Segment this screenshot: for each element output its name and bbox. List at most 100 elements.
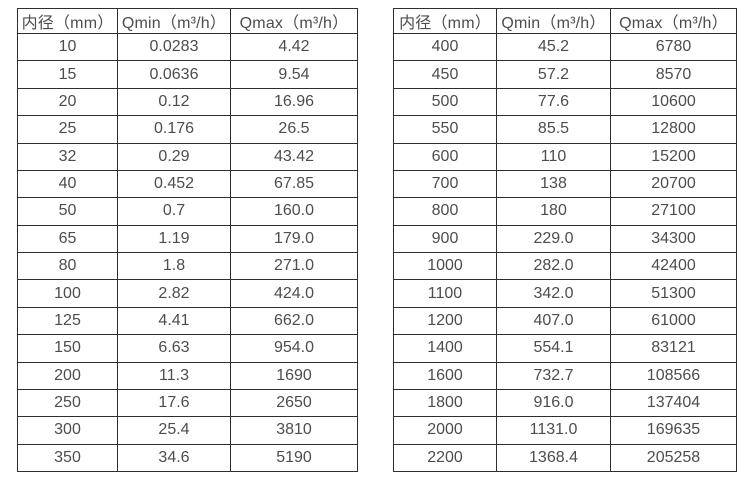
table-row: 100 2.82 424.0 [17, 279, 358, 308]
table-cell: 1100 [393, 279, 497, 308]
table-cell: 450 [393, 60, 497, 89]
table-cell: 1600 [393, 361, 497, 390]
table-row: 65 1.19 179.0 [17, 224, 358, 254]
table-cell: 250 [17, 388, 118, 418]
table-row: 1600 732.7 108566 [393, 361, 737, 390]
table-row: 500 77.6 10600 [393, 87, 737, 117]
table-row: 32 0.29 43.42 [17, 142, 358, 171]
table-cell: 100 [17, 279, 118, 308]
table-cell: 229.0 [496, 224, 611, 254]
flow-table-large-diameters: 内径（mm） Qmin（m³/h） Qmax（m³/h） 400 45.2 6780… [393, 8, 737, 473]
table-row: 1400 554.1 83121 [393, 334, 737, 363]
table-cell: 424.0 [230, 279, 358, 308]
table-cell: 50 [17, 197, 118, 226]
table-cell: 5190 [230, 443, 358, 473]
table-row: 300 25.4 3810 [17, 416, 358, 445]
table-cell: 83121 [610, 334, 737, 363]
table-cell: 125 [17, 306, 118, 336]
table-cell: 0.176 [117, 115, 231, 144]
table-cell: 65 [17, 224, 118, 254]
table-row: 400 45.2 6780 [393, 32, 737, 62]
table-cell: 15200 [610, 142, 737, 171]
col-header-diameter: 内径（mm） [17, 8, 118, 34]
table-cell: 0.12 [117, 87, 231, 117]
table-row: 125 4.41 662.0 [17, 306, 358, 336]
table-cell: 80 [17, 251, 118, 281]
table-cell: 43.42 [230, 142, 358, 171]
table-row: 50 0.7 160.0 [17, 197, 358, 226]
table-cell: 732.7 [496, 361, 611, 390]
table-cell: 8570 [610, 60, 737, 89]
table-header: 内径（mm） Qmin（m³/h） Qmax（m³/h） [393, 8, 737, 34]
table-cell: 42400 [610, 251, 737, 281]
table-cell: 137404 [610, 388, 737, 418]
table-cell: 34.6 [117, 443, 231, 473]
table-cell: 11.3 [117, 361, 231, 390]
header-row: 内径（mm） Qmin（m³/h） Qmax（m³/h） [393, 8, 737, 34]
table-cell: 0.0283 [117, 32, 231, 62]
table-row: 1200 407.0 61000 [393, 306, 737, 336]
table-cell: 85.5 [496, 115, 611, 144]
table-row: 900 229.0 34300 [393, 224, 737, 254]
table-cell: 205258 [610, 443, 737, 473]
table-cell: 20 [17, 87, 118, 117]
table-cell: 9.54 [230, 60, 358, 89]
col-header-diameter: 内径（mm） [393, 8, 497, 34]
table-cell: 2200 [393, 443, 497, 473]
table-cell: 1000 [393, 251, 497, 281]
table-cell: 25.4 [117, 416, 231, 445]
table-cell: 17.6 [117, 388, 231, 418]
table-cell: 600 [393, 142, 497, 171]
table-cell: 77.6 [496, 87, 611, 117]
table-cell: 12800 [610, 115, 737, 144]
table-cell: 1800 [393, 388, 497, 418]
table-cell: 2.82 [117, 279, 231, 308]
table-cell: 350 [17, 443, 118, 473]
table-cell: 700 [393, 169, 497, 199]
table-row: 2200 1368.4 205258 [393, 443, 737, 473]
table-cell: 400 [393, 32, 497, 62]
table-cell: 550 [393, 115, 497, 144]
table-row: 20 0.12 16.96 [17, 87, 358, 117]
table-cell: 16.96 [230, 87, 358, 117]
table-cell: 200 [17, 361, 118, 390]
table-cell: 160.0 [230, 197, 358, 226]
table-cell: 34300 [610, 224, 737, 254]
table-row: 80 1.8 271.0 [17, 251, 358, 281]
table-row: 2000 1131.0 169635 [393, 416, 737, 445]
table-cell: 0.7 [117, 197, 231, 226]
table-row: 40 0.452 67.85 [17, 169, 358, 199]
table-cell: 6.63 [117, 334, 231, 363]
table-cell: 0.452 [117, 169, 231, 199]
table-cell: 169635 [610, 416, 737, 445]
table-cell: 40 [17, 169, 118, 199]
table-cell: 108566 [610, 361, 737, 390]
table-cell: 4.42 [230, 32, 358, 62]
table-cell: 407.0 [496, 306, 611, 336]
table-body: 10 0.0283 4.42 15 0.0636 9.54 20 0.12 16.96 25 0.1… [17, 32, 358, 473]
header-row: 内径（mm） Qmin（m³/h） Qmax（m³/h） [17, 8, 358, 34]
table-cell: 3810 [230, 416, 358, 445]
table-cell: 282.0 [496, 251, 611, 281]
table-cell: 0.0636 [117, 60, 231, 89]
table-cell: 6780 [610, 32, 737, 62]
flow-table-small-diameters: 内径（mm） Qmin（m³/h） Qmax（m³/h） 10 0.0283 4.4… [17, 8, 358, 473]
table-cell: 2000 [393, 416, 497, 445]
table-cell: 1690 [230, 361, 358, 390]
flow-spec-tables: 内径（mm） Qmin（m³/h） Qmax（m³/h） 10 0.0283 4.4… [17, 8, 737, 473]
table-row: 550 85.5 12800 [393, 115, 737, 144]
table-body: 400 45.2 6780 450 57.2 8570 500 77.6 10600 550 85.… [393, 32, 737, 473]
table-row: 250 17.6 2650 [17, 388, 358, 418]
table-row: 350 34.6 5190 [17, 443, 358, 473]
table-row: 700 138 20700 [393, 169, 737, 199]
table-cell: 26.5 [230, 115, 358, 144]
table-cell: 4.41 [117, 306, 231, 336]
table-cell: 500 [393, 87, 497, 117]
table-cell: 110 [496, 142, 611, 171]
table-cell: 180 [496, 197, 611, 226]
table-cell: 662.0 [230, 306, 358, 336]
table-cell: 1.8 [117, 251, 231, 281]
table-row: 600 110 15200 [393, 142, 737, 171]
table-cell: 10 [17, 32, 118, 62]
col-header-qmin: Qmin（m³/h） [117, 8, 231, 34]
